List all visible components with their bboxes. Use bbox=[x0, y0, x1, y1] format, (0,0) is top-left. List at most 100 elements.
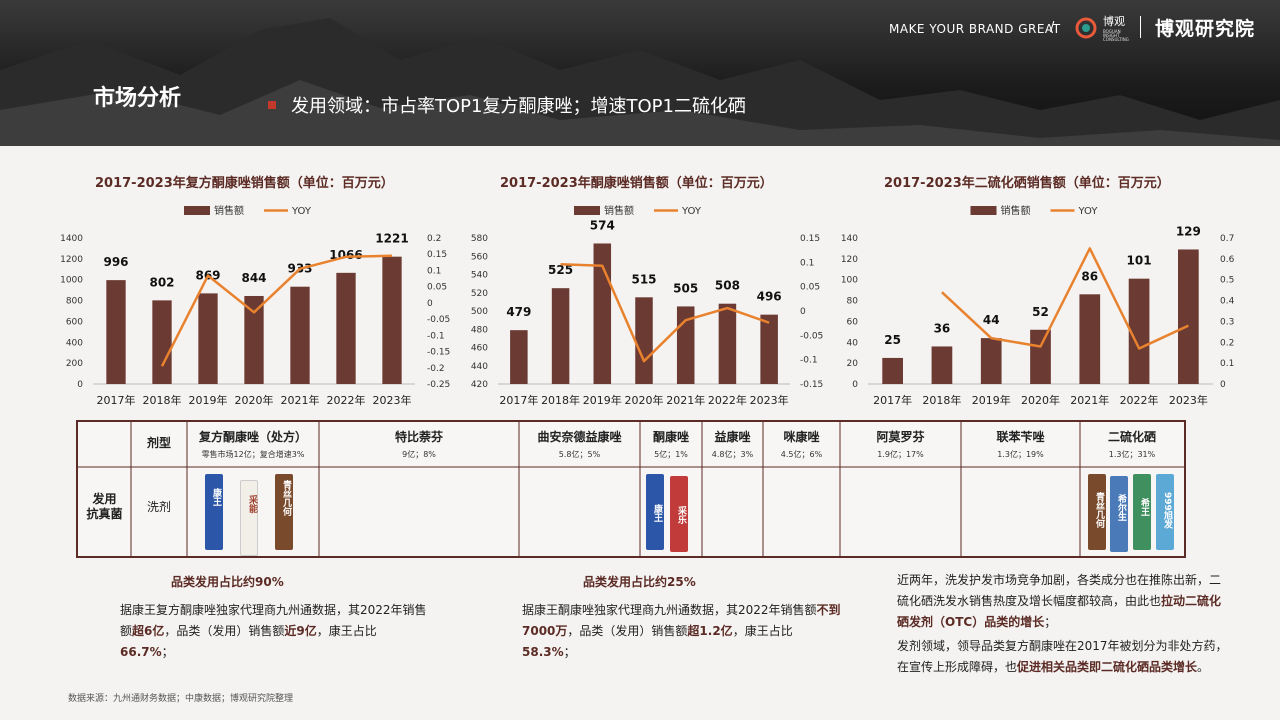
y2-tick-label: 0.7 bbox=[1220, 234, 1234, 244]
product-xiwang-package: 希王 bbox=[1133, 474, 1151, 550]
y-tick-label: 120 bbox=[841, 255, 858, 265]
y2-tick-label: 0.1 bbox=[1220, 359, 1234, 369]
y2-tick-label: 0.6 bbox=[1220, 255, 1235, 265]
y2-tick-label: 0.15 bbox=[427, 250, 447, 260]
page-title: 市场分析 bbox=[93, 86, 182, 111]
data-source: 数据来源：九州通财务数据；中康数据；博观研究院整理 bbox=[68, 694, 294, 704]
column-header-bifonazole: 联苯苄唑 1.3亿；19% bbox=[961, 428, 1080, 460]
column-header-terbinafine: 特比萘芬 9亿；8% bbox=[319, 428, 519, 460]
column-sub: 1.3亿；31% bbox=[1108, 450, 1156, 459]
bar bbox=[882, 357, 903, 384]
legend-label: 销售额 bbox=[1001, 204, 1031, 217]
y2-tick-label: 0.2 bbox=[1220, 338, 1234, 348]
column-name: 曲安奈德益康唑 bbox=[537, 430, 622, 444]
y-tick-label: 400 bbox=[66, 338, 83, 348]
y2-tick-label: 0.5 bbox=[1220, 276, 1234, 286]
y2-tick-label: 0.05 bbox=[427, 283, 447, 293]
x-tick-label: 2021年 bbox=[281, 393, 320, 407]
x-tick-label: 2017年 bbox=[499, 393, 538, 407]
bar bbox=[510, 330, 528, 384]
data-label: 479 bbox=[506, 305, 531, 319]
brand-logo-text: 博观 bbox=[1103, 15, 1125, 28]
column-header-fufang: 复方酮康唑（处方） 零售市场12亿；复合增速3% bbox=[187, 428, 319, 460]
product-xiersheng-package: 希尔生 bbox=[1110, 476, 1128, 552]
brand-slash: / bbox=[1050, 20, 1055, 35]
bar bbox=[931, 346, 953, 384]
product-label: 希尔生 bbox=[1116, 494, 1126, 521]
left-note-heading: 品类发用占比约90% bbox=[171, 575, 284, 589]
column-sub: 零售市场12亿；复合增速3% bbox=[201, 450, 305, 459]
y-tick-label: 480 bbox=[471, 325, 488, 335]
y2-tick-label: 0 bbox=[800, 307, 806, 317]
product-label: 青丝几何 bbox=[1094, 492, 1104, 528]
y2-tick-label: -0.15 bbox=[800, 380, 823, 390]
data-label: 574 bbox=[590, 218, 615, 232]
column-name: 益康唑 bbox=[714, 430, 751, 444]
left-note-text: 据康王复方酮康唑独家代理商九州通数据，其2022年销售额超6亿，品类（发用）销售… bbox=[120, 603, 427, 659]
y-tick-label: 600 bbox=[66, 317, 83, 327]
product-label: 康王 bbox=[652, 504, 662, 522]
y2-tick-label: 0.3 bbox=[1220, 317, 1234, 327]
y-tick-label: 580 bbox=[471, 234, 488, 244]
y2-tick-label: 0.4 bbox=[1220, 297, 1235, 307]
product-table: 剂型 复方酮康唑（处方） 零售市场12亿；复合增速3% 特比萘芬 9亿；8% 曲… bbox=[76, 420, 1186, 558]
x-tick-label: 2022年 bbox=[1120, 393, 1159, 407]
bar bbox=[1128, 278, 1150, 384]
legend-bar-swatch bbox=[184, 206, 210, 215]
y2-tick-label: 0.05 bbox=[800, 283, 820, 293]
bar bbox=[1030, 329, 1051, 384]
brand-logo-sub: BOGUAN INSIGHT CONSULTING bbox=[1103, 29, 1129, 42]
legend-label: 销售额 bbox=[604, 204, 634, 217]
bar bbox=[718, 303, 737, 384]
data-label: 101 bbox=[1127, 254, 1152, 268]
y2-tick-label: -0.1 bbox=[800, 356, 818, 366]
y-tick-label: 440 bbox=[471, 362, 488, 372]
bar bbox=[1079, 294, 1101, 384]
column-name: 二硫化硒 bbox=[1107, 430, 1156, 444]
header-banner: 市场分析 发用领域：市占率TOP1复方酮康唑；增速TOP1二硫化硒 MAKE Y… bbox=[0, 0, 1280, 146]
column-name: 酮康唑 bbox=[652, 430, 689, 444]
y-tick-label: 540 bbox=[471, 271, 488, 281]
y-tick-label: 520 bbox=[471, 289, 488, 299]
y2-tick-label: -0.1 bbox=[427, 331, 445, 341]
legend-label: YOY bbox=[291, 206, 312, 217]
bar bbox=[382, 256, 402, 384]
y2-tick-label: 0.1 bbox=[427, 266, 441, 276]
chart-title-3: 2017-2023年二硫化硒销售额（单位：百万元） bbox=[884, 176, 1170, 191]
x-tick-label: 2022年 bbox=[327, 393, 366, 407]
chart-ketoconazole: 销售额 YOY 420 440 460 480 500 520 540 560 580 0.15 0.1… bbox=[471, 204, 823, 407]
product-caile-package: 采乐 bbox=[670, 476, 688, 552]
column-sub: 4.5亿；6% bbox=[780, 450, 823, 459]
page-subtitle: 发用领域：市占率TOP1复方酮康唑；增速TOP1二硫化硒 bbox=[268, 92, 746, 118]
data-label: 844 bbox=[241, 271, 266, 285]
bar bbox=[244, 295, 264, 384]
mid-note-heading: 品类发用占比约25% bbox=[583, 575, 696, 589]
column-name: 特比萘芬 bbox=[394, 430, 443, 444]
brand-divider bbox=[1140, 16, 1141, 38]
legend-label: YOY bbox=[681, 206, 702, 217]
mountain-background bbox=[0, 18, 1280, 146]
column-header-ketoconazole: 酮康唑 5亿；1% bbox=[640, 428, 702, 460]
legend-bar-swatch bbox=[970, 206, 997, 215]
table-grid bbox=[78, 422, 1184, 556]
data-label: 25 bbox=[884, 333, 901, 347]
x-tick-label: 2021年 bbox=[666, 393, 705, 407]
column-header-triamcinolone: 曲安奈德益康唑 5.8亿；5% bbox=[519, 428, 640, 460]
y-tick-label: 1400 bbox=[60, 234, 83, 244]
column-name: 咪康唑 bbox=[783, 430, 820, 444]
column-sub: 5.8亿；5% bbox=[558, 450, 601, 459]
x-tick-label: 2019年 bbox=[583, 393, 622, 407]
data-label: 1221 bbox=[375, 232, 408, 246]
x-tick-label: 2018年 bbox=[922, 393, 961, 407]
product-qingsi-selenium-package: 青丝几何 bbox=[1088, 474, 1106, 550]
data-label: 129 bbox=[1176, 224, 1201, 238]
yoy-line bbox=[941, 247, 1189, 350]
product-kangwang-keto-package: 康王 bbox=[646, 474, 664, 550]
y-tick-label: 420 bbox=[471, 380, 488, 390]
legend-label: YOY bbox=[1078, 206, 1099, 217]
data-label: 505 bbox=[673, 281, 698, 295]
bar bbox=[760, 314, 778, 384]
data-label: 508 bbox=[715, 279, 740, 293]
x-tick-label: 2018年 bbox=[541, 393, 580, 407]
y2-tick-label: -0.05 bbox=[427, 315, 450, 325]
